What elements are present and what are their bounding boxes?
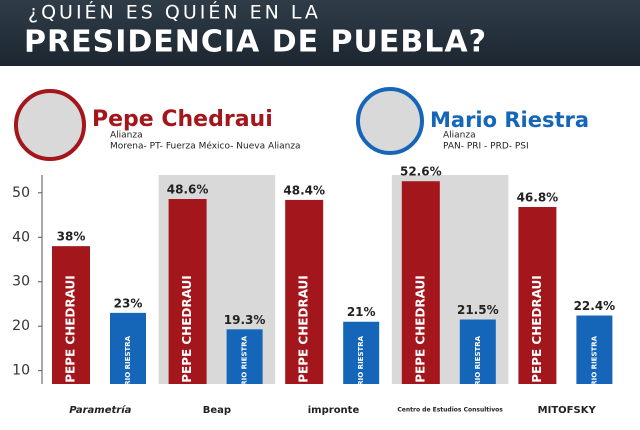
candidate-photo xyxy=(14,89,86,161)
value-label: 48.4% xyxy=(283,183,325,197)
y-tick-label: 10 xyxy=(12,363,30,379)
plot: 10 20 30 40 50 38% PEPE CHEDRAUI 23% MARIO RIEST… xyxy=(12,165,615,416)
header-band xyxy=(0,0,640,66)
bar-series-label: MARIO RIESTRA xyxy=(474,335,482,398)
header-line2: PRESIDENCIA DE PUEBLA? xyxy=(24,25,487,60)
value-label: 19.3% xyxy=(224,313,266,327)
bar xyxy=(576,315,613,384)
bar xyxy=(518,207,557,384)
value-label: 21% xyxy=(347,305,376,319)
candidate-parties: PAN- PRI - PRD- PSI xyxy=(443,142,529,152)
bar xyxy=(52,246,90,384)
value-label: 21.5% xyxy=(457,303,499,317)
value-label: 38% xyxy=(57,230,86,244)
header-line1: ¿QUIÉN ES QUIÉN EN LA xyxy=(28,1,321,24)
y-tick-label: 30 xyxy=(12,274,30,290)
bar xyxy=(401,181,440,384)
value-label: 23% xyxy=(114,296,143,310)
bar-series-label: PEPE CHEDRAUI xyxy=(530,275,544,383)
bar-series-label: MARIO RIESTRA xyxy=(590,335,598,398)
candidate-photo xyxy=(356,87,424,155)
category-label: MITOFSKY xyxy=(538,405,597,416)
y-tick-label: 50 xyxy=(12,185,30,201)
bar-series-label: PEPE CHEDRAUI xyxy=(413,275,427,383)
candidate-alliance: Alianza xyxy=(443,131,476,141)
candidate-name: Pepe Chedraui xyxy=(92,107,273,132)
y-tick-label: 20 xyxy=(12,318,30,334)
candidate-name: Mario Riestra xyxy=(430,108,589,132)
y-tick-label: 40 xyxy=(12,229,30,245)
bar-series-label: MARIO RIESTRA xyxy=(241,335,249,398)
value-label: 22.4% xyxy=(574,299,616,313)
candidate-alliance: Alianza xyxy=(110,131,143,141)
category-label: Parametría xyxy=(69,404,131,416)
bar xyxy=(285,199,324,384)
bar-series-label: PEPE CHEDRAUI xyxy=(64,275,78,383)
bar xyxy=(459,319,496,384)
category-label: impronte xyxy=(308,405,360,416)
category-label: Centro de Estudios Consultivos xyxy=(397,407,503,414)
candidate-parties: Morena- PT- Fuerza México- Nueva Alianza xyxy=(110,141,301,152)
bar xyxy=(168,199,207,384)
category-label: Beap xyxy=(203,405,231,416)
value-label: 46.8% xyxy=(517,191,559,205)
bar-series-label: MARIO RIESTRA xyxy=(124,335,132,398)
bar xyxy=(226,329,263,384)
bar xyxy=(343,321,380,384)
value-label: 48.6% xyxy=(167,183,209,197)
bar xyxy=(110,312,146,384)
bar-series-label: PEPE CHEDRAUI xyxy=(180,275,194,383)
bar-series-label: MARIO RIESTRA xyxy=(357,335,365,398)
value-label: 52.6% xyxy=(400,165,442,179)
bar-series-label: PEPE CHEDRAUI xyxy=(297,275,311,383)
